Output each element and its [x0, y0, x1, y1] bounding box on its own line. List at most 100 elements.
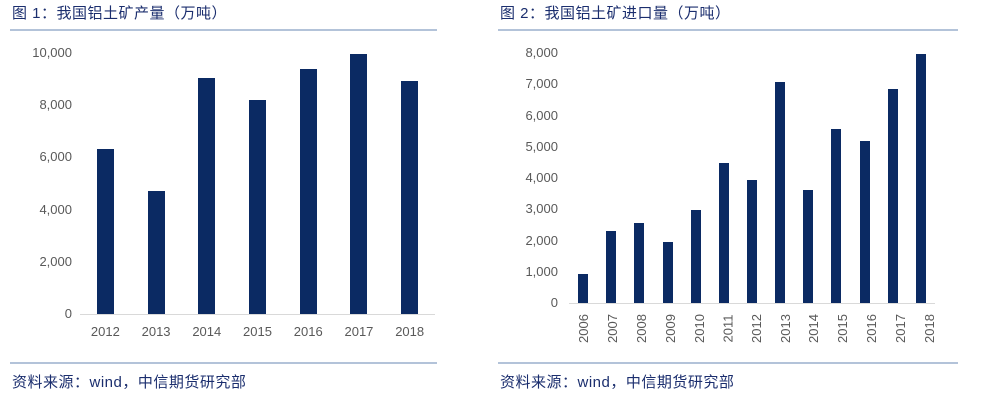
x-tick-label: 2016	[293, 323, 323, 339]
bar-slot	[653, 53, 681, 303]
x-tick-2017: 2017	[886, 307, 915, 349]
x-tick-label: 2017	[344, 323, 374, 339]
bar-slot	[181, 53, 232, 314]
x-tick-2006: 2006	[569, 307, 598, 349]
bar-slot	[879, 53, 907, 303]
bar-slot	[682, 53, 710, 303]
figure-2-panel: 图 2：我国铝土矿进口量（万吨） 0 1,000 2,000 3,000 4,000 5,…	[498, 0, 958, 404]
x-tick-label: 2009	[662, 313, 678, 343]
x-tick-label: 2013	[141, 323, 171, 339]
x-tick-2011: 2011	[714, 307, 742, 349]
x-tick-2014: 2014	[181, 320, 232, 342]
bar-2014	[198, 78, 216, 314]
bar-2011	[718, 163, 729, 303]
y-tick-label: 8,000	[525, 45, 558, 60]
y-tick-label: 0	[550, 295, 558, 310]
bar-slot	[710, 53, 738, 303]
bar-slot	[131, 53, 182, 314]
y-tick-label: 6,000	[39, 149, 72, 165]
y-tick-label: 10,000	[32, 45, 72, 60]
bar-slot	[80, 53, 131, 314]
y-tick-label: 1,000	[525, 263, 558, 279]
x-tick-2018: 2018	[915, 307, 944, 349]
y-tick-label: 2,000	[39, 253, 72, 269]
figure-2-plot-area	[569, 53, 935, 304]
x-tick-label: 2018	[922, 313, 938, 343]
x-tick-2015: 2015	[828, 307, 857, 349]
y-tick-label: 2,000	[525, 232, 558, 248]
figure-2-x-axis: 2006 2007 2008 2009 2010 2011 2012 2013 2014 2015…	[569, 307, 937, 349]
figure-1-source-text: 资料来源：wind，中信期货研究部	[12, 374, 247, 391]
figure-1-plot-area	[80, 53, 435, 315]
x-tick-label: 2016	[864, 313, 880, 343]
bar-2013	[147, 191, 165, 314]
bar-2009	[662, 242, 673, 303]
x-tick-2012: 2012	[80, 320, 131, 342]
figure-2-title: 图 2：我国铝土矿进口量（万吨）	[500, 5, 731, 22]
x-tick-label: 2012	[90, 323, 120, 339]
bar-2012	[96, 149, 114, 314]
x-tick-label: 2008	[633, 313, 649, 343]
x-tick-label: 2014	[192, 323, 222, 339]
x-tick-2017: 2017	[334, 320, 385, 342]
y-tick-label: 4,000	[39, 201, 72, 217]
figure-1-panel: 图 1：我国铝土矿产量（万吨） 0 2,000 4,000 6,000 8,000 10,…	[10, 0, 437, 404]
x-tick-label: 2012	[748, 313, 764, 343]
x-tick-label: 2007	[604, 313, 620, 343]
x-tick-label: 2011	[720, 314, 736, 342]
bar-2014	[803, 189, 814, 303]
figure-1-title: 图 1：我国铝土矿产量（万吨）	[12, 5, 228, 22]
bar-2017	[887, 88, 898, 303]
bar-slot	[766, 53, 794, 303]
y-tick-label: 4,000	[525, 170, 558, 185]
bar-2008	[634, 223, 645, 303]
bar-slot	[283, 53, 334, 314]
y-tick-label: 8,000	[39, 97, 72, 113]
x-tick-label: 2017	[893, 313, 909, 343]
x-tick-label: 2006	[575, 313, 591, 343]
x-tick-2014: 2014	[799, 307, 828, 349]
figure-1-x-axis: 2012 2013 2014 2015 2016 2017 2018	[80, 320, 435, 342]
x-tick-2015: 2015	[232, 320, 283, 342]
bar-2012	[747, 179, 758, 303]
bar-2018	[401, 80, 419, 314]
x-tick-2009: 2009	[656, 307, 685, 349]
bar-2018	[915, 54, 926, 303]
x-tick-label: 2010	[691, 313, 707, 343]
bar-2007	[606, 231, 617, 303]
y-tick-label: 5,000	[525, 138, 558, 154]
x-tick-label: 2014	[806, 313, 822, 343]
bar-slot	[232, 53, 283, 314]
bar-2016	[859, 141, 870, 303]
bar-2017	[350, 54, 368, 314]
figure-2-source-text: 资料来源：wind，中信期货研究部	[500, 374, 735, 391]
bar-slot	[597, 53, 625, 303]
x-tick-2013: 2013	[131, 320, 182, 342]
x-tick-2016: 2016	[857, 307, 886, 349]
x-tick-2008: 2008	[627, 307, 656, 349]
figure-1-source-note: 资料来源：wind，中信期货研究部	[10, 362, 437, 392]
bar-slot	[738, 53, 766, 303]
bar-slot	[851, 53, 879, 303]
bar-slot	[384, 53, 435, 314]
x-tick-2012: 2012	[742, 307, 771, 349]
bar-2013	[775, 82, 786, 303]
x-tick-label: 2013	[777, 313, 793, 343]
y-tick-label: 3,000	[525, 201, 558, 217]
y-tick-label: 7,000	[525, 76, 558, 92]
figure-1-title-divider	[10, 29, 437, 31]
x-tick-2018: 2018	[384, 320, 435, 342]
x-tick-2013: 2013	[771, 307, 800, 349]
x-tick-label: 2015	[835, 313, 851, 343]
x-tick-2010: 2010	[685, 307, 714, 349]
bar-slot	[569, 53, 597, 303]
y-tick-label: 6,000	[525, 107, 558, 123]
bar-slot	[794, 53, 822, 303]
y-tick-label: 0	[64, 306, 72, 321]
x-tick-2016: 2016	[283, 320, 334, 342]
bar-slot	[625, 53, 653, 303]
bar-slot	[334, 53, 385, 314]
x-tick-label: 2015	[243, 323, 272, 339]
figure-2-title-divider	[498, 29, 958, 31]
